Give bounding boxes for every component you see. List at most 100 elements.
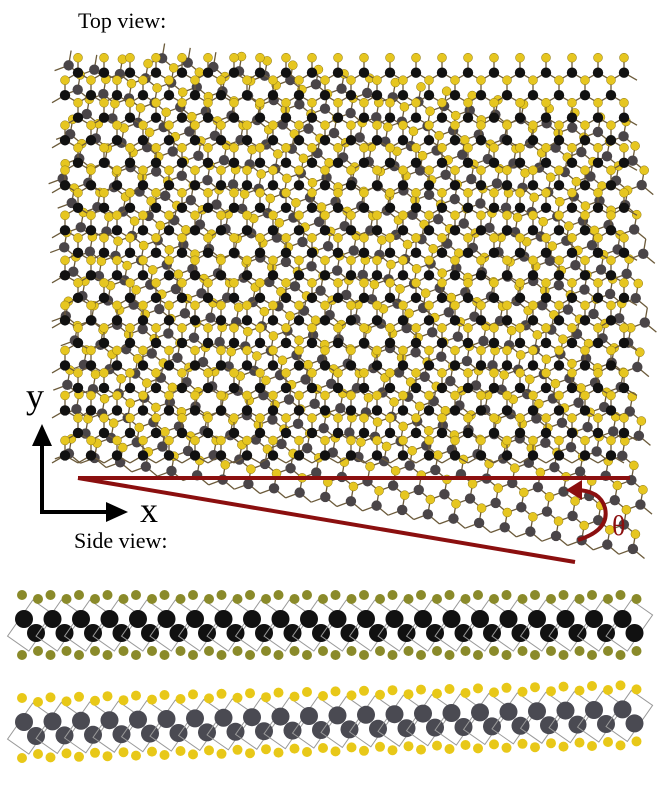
sulfur-atom — [603, 646, 613, 656]
metal-atom — [27, 624, 45, 642]
metal-atom — [150, 337, 162, 349]
metal-atom — [540, 437, 551, 449]
sulfur-atom — [190, 210, 200, 221]
metal-atom — [129, 610, 147, 628]
metal-atom — [59, 450, 71, 461]
metal-atom — [579, 270, 591, 281]
metal-atom — [574, 466, 586, 477]
sulfur-atom — [177, 323, 187, 333]
sulfur-atom — [116, 373, 126, 384]
sulfur-atom — [99, 188, 109, 198]
metal-atom — [618, 131, 629, 142]
metal-atom — [85, 315, 97, 326]
metal-atom — [163, 450, 175, 461]
metal-atom — [432, 213, 444, 225]
sulfur-atom — [489, 368, 499, 378]
metal-atom — [556, 701, 575, 720]
sulfur-atom — [630, 529, 641, 539]
metal-atom — [387, 480, 399, 491]
sulfur-atom — [216, 75, 226, 85]
sulfur-atom — [261, 375, 271, 386]
sulfur-atom — [147, 646, 157, 656]
sulfur-atom — [273, 590, 284, 600]
sulfur-atom — [385, 97, 395, 108]
metal-atom — [454, 624, 473, 642]
metal-atom — [592, 247, 604, 259]
metal-atom — [501, 90, 513, 101]
metal-atom — [540, 247, 552, 259]
sulfur-atom — [346, 165, 356, 176]
sulfur-atom — [437, 52, 447, 63]
metal-atom — [345, 90, 357, 101]
sulfur-atom — [416, 744, 426, 755]
sulfur-atom — [437, 268, 447, 278]
metal-atom — [163, 270, 175, 281]
metal-atom — [488, 292, 500, 304]
sulfur-atom — [525, 374, 535, 385]
metal-atom — [81, 108, 92, 120]
metal-atom — [499, 702, 518, 721]
angle-arc — [574, 488, 608, 542]
metal-atom — [137, 225, 149, 236]
sulfur-atom — [574, 594, 585, 604]
metal-atom — [483, 624, 501, 642]
metal-atom — [124, 427, 136, 439]
metal-atom — [586, 239, 598, 251]
sulfur-atom — [502, 390, 512, 401]
sulfur-atom — [528, 345, 538, 356]
sulfur-atom — [255, 368, 265, 378]
sulfur-atom — [450, 435, 460, 446]
sulfur-atom — [528, 512, 538, 522]
sulfur-atom — [515, 188, 525, 198]
metal-atom — [475, 90, 487, 101]
sulfur-atom — [567, 368, 577, 378]
metal-atom — [458, 218, 470, 229]
metal-atom — [462, 157, 474, 168]
sulfur-atom — [177, 143, 187, 153]
sulfur-atom — [190, 345, 200, 356]
metal-atom — [410, 157, 422, 168]
sulfur-atom — [307, 177, 318, 188]
sulfur-atom — [463, 188, 473, 198]
metal-atom — [319, 225, 331, 236]
metal-atom — [384, 67, 396, 78]
sulfur-atom — [633, 278, 644, 289]
metal-atom — [566, 427, 578, 439]
sulfur-atom — [333, 278, 343, 288]
sulfur-atom — [411, 52, 421, 63]
metal-atom — [332, 157, 344, 168]
sulfur-atom — [151, 97, 161, 108]
metal-atom — [540, 427, 552, 439]
metal-atom — [276, 438, 287, 450]
metal-atom — [72, 202, 84, 214]
metal-atom — [579, 360, 591, 371]
sulfur-atom — [493, 483, 503, 493]
sulfur-atom — [320, 390, 330, 401]
sulfur-atom — [395, 284, 405, 294]
metal-atom — [500, 202, 512, 214]
metal-atom — [319, 90, 331, 101]
sulfur-atom — [259, 306, 270, 317]
metal-atom — [449, 225, 461, 236]
metal-atom — [150, 427, 162, 439]
sulfur-atom — [151, 413, 161, 423]
sulfur-atom — [203, 233, 213, 243]
sulfur-atom — [574, 737, 585, 748]
metal-atom — [576, 146, 587, 158]
sulfur-atom — [245, 650, 255, 660]
metal-atom — [440, 169, 451, 180]
sulfur-atom — [245, 688, 255, 699]
metal-atom — [527, 450, 539, 461]
sulfur-atom — [403, 689, 414, 700]
metal-atom — [215, 225, 227, 236]
metal-atom — [137, 90, 149, 101]
sulfur-atom — [316, 202, 327, 212]
sulfur-atom — [294, 335, 304, 346]
sulfur-atom — [112, 390, 122, 401]
metal-atom — [410, 382, 422, 394]
sulfur-atom — [390, 466, 401, 476]
sulfur-atom — [216, 300, 226, 311]
sulfur-atom — [606, 120, 616, 130]
sulfur-atom — [138, 255, 148, 266]
sulfur-atom — [424, 120, 434, 130]
